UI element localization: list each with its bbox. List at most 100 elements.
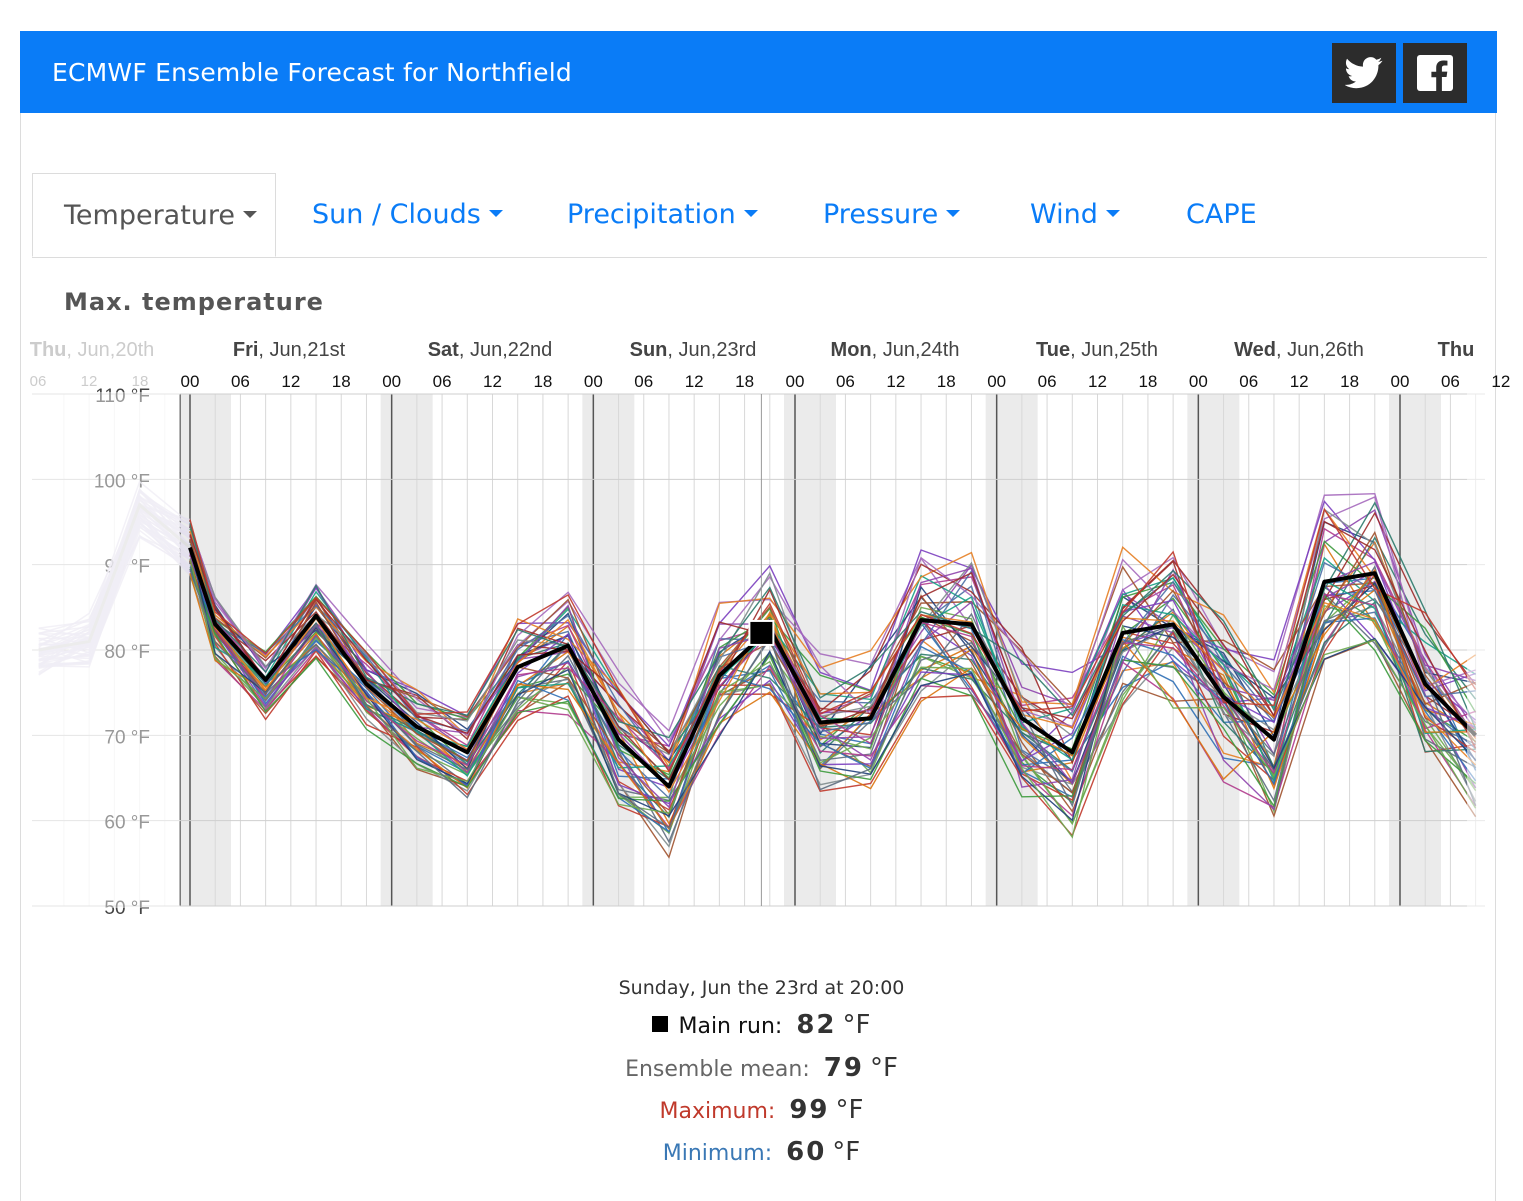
hour-tick: 12 xyxy=(281,372,300,391)
y-tick-label: 100 °F xyxy=(94,471,150,492)
facebook-icon xyxy=(1417,55,1453,91)
hour-tick: 18 xyxy=(533,372,552,391)
mean-label: Ensemble mean: xyxy=(625,1057,810,1082)
maximum-unit: °F xyxy=(835,1095,864,1125)
minimum-label: Minimum: xyxy=(662,1141,773,1166)
twitter-icon xyxy=(1345,57,1383,89)
day-label: Thu, Jun,20th xyxy=(30,339,155,361)
main-run-line xyxy=(188,546,1478,789)
hour-tick-faded: 06 xyxy=(30,373,47,390)
day-label: Thu xyxy=(1438,339,1475,361)
minimum-value: 60 xyxy=(786,1137,827,1167)
hour-tick: 06 xyxy=(1441,372,1460,391)
y-tick-label: 50 °F xyxy=(104,898,150,919)
caret-down-icon xyxy=(743,210,758,217)
ensemble-member-line xyxy=(189,546,1477,822)
tab-label: Precipitation xyxy=(567,199,736,230)
day-label: Mon, Jun,24th xyxy=(831,339,960,361)
y-tick-label: 60 °F xyxy=(104,813,150,834)
tab-label: CAPE xyxy=(1186,199,1257,230)
tab-temperature[interactable]: Temperature xyxy=(32,173,276,257)
right-fade-overlay xyxy=(1467,392,1487,908)
main-run-marker-icon xyxy=(652,1016,669,1032)
ensemble-member-line xyxy=(189,501,1477,739)
ensemble-member-faded xyxy=(38,534,191,676)
tab-cape[interactable]: CAPE xyxy=(1186,173,1257,256)
hour-tick: 12 xyxy=(886,372,905,391)
facebook-button[interactable] xyxy=(1403,43,1467,103)
hour-tick: 00 xyxy=(1391,372,1410,391)
main-run-unit: °F xyxy=(842,1010,871,1040)
hour-tick: 12 xyxy=(1290,372,1309,391)
tab-label: Pressure xyxy=(823,199,939,230)
hour-tick: 12 xyxy=(685,372,704,391)
readout-maximum: Maximum: 99 °F xyxy=(0,1095,1523,1125)
hour-tick: 06 xyxy=(231,372,250,391)
readout-datetime: Sunday, Jun the 23rd at 20:00 xyxy=(618,977,905,999)
y-tick-label: 80 °F xyxy=(104,642,150,663)
main-run-value: 82 xyxy=(796,1010,837,1040)
day-label: Wed, Jun,26th xyxy=(1234,339,1364,361)
day-label: Fri, Jun,21st xyxy=(233,339,346,361)
readout-main-run: Main run: 82 °F xyxy=(0,1010,1523,1040)
ensemble-member-line xyxy=(189,531,1477,794)
ensemble-member-line xyxy=(189,507,1477,769)
hour-tick: 18 xyxy=(735,372,754,391)
ensemble-member-line xyxy=(189,557,1477,829)
ensemble-member-line xyxy=(189,567,1477,808)
hour-tick: 12 xyxy=(1491,372,1510,391)
hour-tick: 00 xyxy=(987,372,1006,391)
hour-tick: 12 xyxy=(1088,372,1107,391)
hour-tick: 06 xyxy=(1239,372,1258,391)
mean-unit: °F xyxy=(869,1053,898,1083)
tab-label: Temperature xyxy=(64,200,236,231)
y-tick-label: 70 °F xyxy=(104,727,150,748)
header-bar: ECMWF Ensemble Forecast for Northfield xyxy=(20,31,1497,113)
tab-label: Wind xyxy=(1030,199,1098,230)
readout-mean: Ensemble mean: 79 °F xyxy=(0,1053,1523,1083)
hour-tick: 00 xyxy=(181,372,200,391)
ensemble-member-faded xyxy=(38,529,191,664)
tab-label: Sun / Clouds xyxy=(312,199,481,230)
tab-bar: Temperature Sun / Clouds Precipitation P… xyxy=(32,173,1487,258)
selected-point-marker xyxy=(748,619,775,646)
hour-tick: 00 xyxy=(584,372,603,391)
hour-tick: 12 xyxy=(483,372,502,391)
y-tick-label: 110 °F xyxy=(95,386,150,407)
ensemble-member-line xyxy=(189,548,1476,809)
ensemble-member-line xyxy=(189,511,1477,782)
day-label: Sun, Jun,23rd xyxy=(630,339,757,361)
ensemble-member-faded xyxy=(38,480,191,646)
hour-tick: 18 xyxy=(1138,372,1157,391)
hour-tick-faded: 12 xyxy=(81,373,98,390)
caret-down-icon xyxy=(488,210,503,217)
hour-tick: 18 xyxy=(937,372,956,391)
hour-tick: 00 xyxy=(382,372,401,391)
hour-tick: 18 xyxy=(332,372,351,391)
tab-pressure[interactable]: Pressure xyxy=(823,173,961,256)
ensemble-member-faded xyxy=(38,535,191,662)
caret-down-icon xyxy=(243,211,258,218)
day-label: Sat, Jun,22nd xyxy=(428,339,553,361)
tab-sun-clouds[interactable]: Sun / Clouds xyxy=(312,173,503,256)
main-run-line-faded xyxy=(38,502,191,652)
ensemble-member-line xyxy=(189,560,1477,837)
tab-wind[interactable]: Wind xyxy=(1030,173,1120,256)
twitter-button[interactable] xyxy=(1332,43,1396,103)
hour-tick: 06 xyxy=(1038,372,1057,391)
ensemble-member-faded xyxy=(38,488,191,656)
ensemble-member-line xyxy=(189,507,1477,773)
mean-value: 79 xyxy=(823,1053,864,1083)
section-title: Max. temperature xyxy=(64,288,324,316)
ensemble-member-line xyxy=(189,574,1477,848)
tab-precipitation[interactable]: Precipitation xyxy=(567,173,758,256)
caret-down-icon xyxy=(946,210,961,217)
maximum-label: Maximum: xyxy=(659,1099,776,1124)
ensemble-member-line xyxy=(189,520,1477,755)
maximum-value: 99 xyxy=(789,1095,830,1125)
ensemble-member-line xyxy=(189,530,1477,816)
hour-tick: 06 xyxy=(634,372,653,391)
left-fade-overlay xyxy=(32,392,180,908)
hour-tick: 06 xyxy=(836,372,855,391)
